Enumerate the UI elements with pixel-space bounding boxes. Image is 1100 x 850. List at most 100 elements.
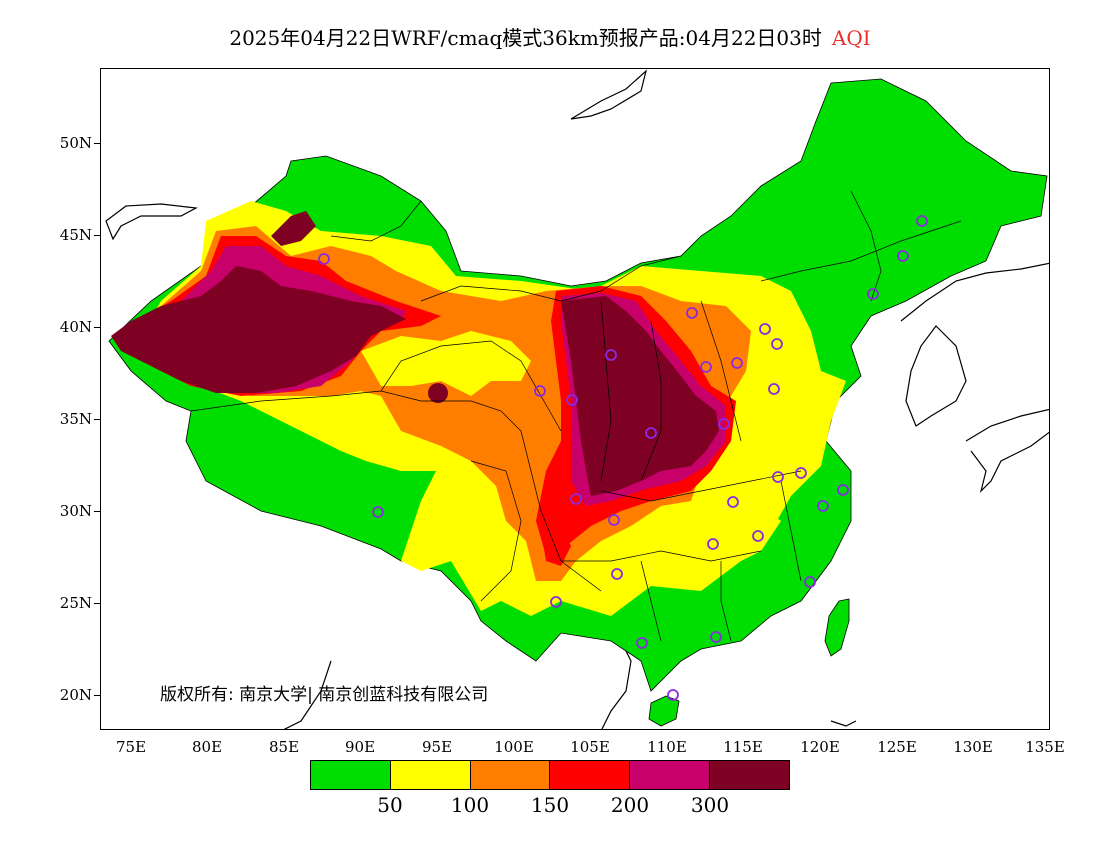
city-marker [772, 471, 784, 483]
region-hazardous-north [561, 296, 719, 496]
legend-label-150: 150 [530, 793, 570, 817]
region-moderate-central [361, 331, 531, 396]
yangtze-border [600, 470, 802, 502]
province-borders [190, 190, 962, 642]
city-marker [897, 250, 909, 262]
aqi-legend [310, 760, 790, 790]
map-title: 2025年04月22日WRF/cmaq模式36km预报产品:04月22日03时 A… [0, 22, 1100, 51]
aqi-map [100, 68, 1050, 730]
lat-tick [94, 327, 100, 328]
city-marker [667, 689, 679, 701]
city-marker [550, 596, 562, 608]
lat-tick [94, 235, 100, 236]
lon-label-75e: 75E [115, 738, 147, 756]
jilin-border [760, 220, 962, 282]
south-border [561, 550, 762, 562]
lon-label-90e: 90E [344, 738, 376, 756]
city-marker [804, 576, 816, 588]
region-taiwan [824, 598, 850, 657]
city-marker [837, 484, 849, 496]
lon-label-110e: 110E [647, 738, 687, 756]
lon-label-95e: 95E [421, 738, 453, 756]
city-marker [636, 637, 648, 649]
city-marker [752, 530, 764, 542]
lat-label-40n: 40N [59, 318, 92, 336]
city-marker [718, 418, 730, 430]
city-marker [707, 538, 719, 550]
city-marker [608, 514, 620, 526]
lat-tick [94, 695, 100, 696]
city-marker [768, 383, 780, 395]
city-marker [916, 215, 928, 227]
tibet-border [190, 390, 522, 432]
aqi-map-canvas [105, 69, 1049, 729]
korea-russia-coast [900, 262, 1049, 322]
lat-tick [94, 511, 100, 512]
city-marker [686, 307, 698, 319]
region-unhealthy-sichuan [541, 526, 571, 566]
inner-mongolia-border [420, 255, 682, 302]
city-marker [570, 493, 582, 505]
region-hazardous-spot [428, 383, 448, 403]
lat-label-30n: 30N [59, 502, 92, 520]
legend-swatch-unhealthy [550, 761, 631, 789]
city-marker [700, 361, 712, 373]
legend-swatch-very-unhealthy [630, 761, 711, 789]
city-marker [759, 323, 771, 335]
lat-label-45n: 45N [59, 226, 92, 244]
balkhash-lake [105, 203, 198, 241]
bay-bengal-coast [283, 660, 332, 729]
lat-label-25n: 25N [59, 594, 92, 612]
city-marker [817, 500, 829, 512]
city-marker [605, 349, 617, 361]
city-markers [318, 215, 928, 701]
shaanxi-border [600, 300, 612, 482]
city-marker [372, 506, 384, 518]
legend-label-50: 50 [377, 793, 403, 817]
guangdong-border [720, 561, 732, 642]
shanxi-border [640, 320, 662, 482]
city-marker [534, 385, 546, 397]
lat-label-20n: 20N [59, 686, 92, 704]
city-marker [727, 496, 739, 508]
legend-swatch-moderate [390, 761, 471, 789]
lat-tick [94, 143, 100, 144]
city-marker [795, 467, 807, 479]
lat-tick [94, 603, 100, 604]
luzon-coast [830, 720, 857, 727]
lon-label-100e: 100E [494, 738, 534, 756]
kyushu-coast [970, 431, 1049, 493]
legend-label-200: 200 [610, 793, 650, 817]
lon-label-130e: 130E [953, 738, 993, 756]
legend-swatch-good [311, 761, 391, 789]
region-hazardous-dzungaria [271, 211, 316, 246]
hebei-border [700, 300, 742, 442]
fujian-border [780, 480, 802, 582]
legend-swatch-usg [470, 761, 551, 789]
korea-peninsula [905, 325, 967, 427]
city-marker [566, 394, 578, 406]
legend-label-300: 300 [690, 793, 730, 817]
yunnan-border [470, 460, 522, 602]
lon-label-120e: 120E [800, 738, 840, 756]
city-marker [867, 288, 879, 300]
city-marker [710, 631, 722, 643]
city-marker [318, 253, 330, 265]
sichuan-border [520, 430, 602, 592]
xinjiang-inner [330, 200, 422, 242]
city-marker [645, 427, 657, 439]
lon-label-80e: 80E [191, 738, 223, 756]
legend-label-100: 100 [450, 793, 490, 817]
region-moderate-south [631, 501, 781, 586]
guangxi-border [640, 560, 662, 642]
copyright-text: 版权所有: 南京大学| 南京创蓝科技有限公司 [160, 685, 489, 705]
region-hainan [648, 695, 680, 727]
city-marker [771, 338, 783, 350]
legend-swatch-hazardous [710, 761, 789, 789]
lat-tick [94, 419, 100, 420]
lon-label-105e: 105E [570, 738, 610, 756]
region-hazardous-xinjiang [111, 266, 406, 393]
city-marker [611, 568, 623, 580]
lon-label-85e: 85E [268, 738, 300, 756]
lake-baikal [570, 69, 648, 120]
